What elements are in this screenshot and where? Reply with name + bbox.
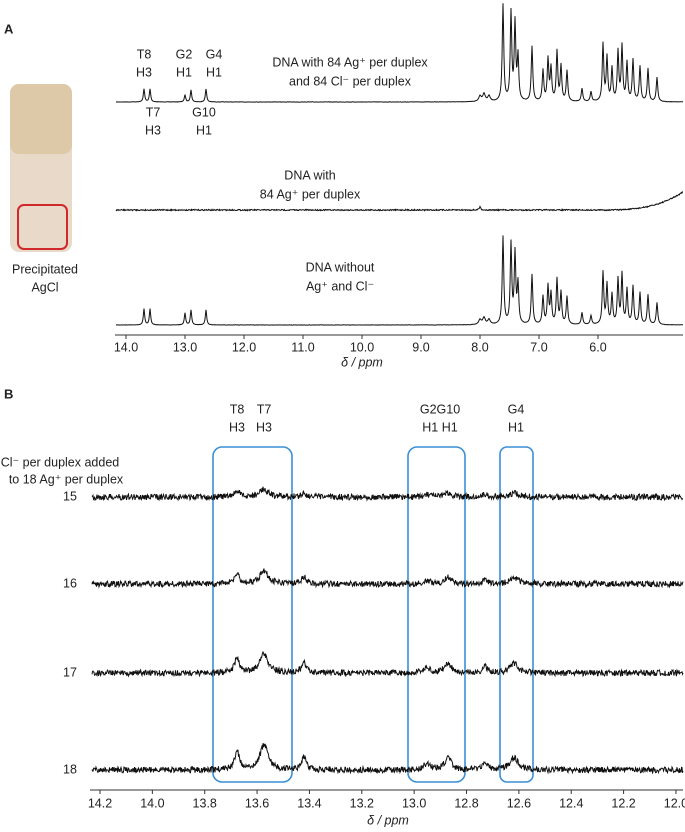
peak-label: H1 H1: [422, 420, 457, 434]
peak-label: H3: [256, 420, 272, 434]
panel-label: B: [4, 386, 13, 401]
peak-label: H3: [229, 420, 245, 434]
spectrum: [115, 3, 684, 103]
peak-label: G2G10: [420, 402, 460, 416]
peak-label: H3: [136, 65, 152, 79]
row-label: 16: [63, 576, 77, 590]
peak-label: H1: [508, 420, 524, 434]
spectrum-label: Ag⁺ and Cl⁻: [306, 279, 374, 293]
row-label: 18: [63, 762, 77, 776]
x-tick-label: 8.0: [471, 340, 488, 354]
spectrum: [115, 235, 683, 326]
panel-label: A: [4, 21, 14, 36]
x-tick-label: 12.2: [611, 796, 635, 810]
spectrum: [91, 742, 684, 775]
peak-label: H3: [145, 123, 161, 137]
axis-title: δ / ppm: [341, 355, 383, 369]
x-tick-label: 12.4: [559, 796, 583, 810]
x-tick-label: 13.2: [350, 796, 374, 810]
image-caption: Precipitated: [12, 262, 78, 276]
x-tick-label: 12.0: [664, 796, 685, 810]
x-tick-label: 13.0: [173, 340, 197, 354]
peak-box: [407, 446, 466, 783]
spectrum: [91, 568, 684, 589]
peak-label: T7: [146, 105, 161, 119]
row-label: 15: [63, 489, 77, 503]
x-tick-label: 11.0: [291, 340, 314, 354]
x-tick-label: 9.0: [412, 340, 429, 354]
peak-label: G2: [176, 47, 193, 61]
image-caption: AgCl: [31, 280, 58, 294]
x-tick-label: 12.6: [507, 796, 531, 810]
peak-label: H1: [196, 123, 212, 137]
x-tick-label: 13.8: [193, 796, 217, 810]
x-tick-label: 7.0: [530, 340, 547, 354]
spectrum-label: DNA with 84 Ag⁺ per duplex: [272, 55, 428, 69]
peak-label: H1: [176, 65, 192, 79]
x-tick-label: 13.0: [402, 796, 426, 810]
x-tick-label: 14.2: [88, 796, 112, 810]
spectrum: [115, 191, 684, 212]
spectrum-label: DNA without: [306, 260, 375, 274]
x-tick-label: 12.8: [454, 796, 478, 810]
row-title: Cl⁻ per duplex added: [1, 455, 120, 469]
spectrum-label: 84 Ag⁺ per duplex: [260, 187, 361, 201]
x-tick-label: 10.0: [350, 340, 374, 354]
row-title: to 18 Ag⁺ per duplex: [9, 472, 124, 486]
x-tick-label: 6.0: [589, 340, 606, 354]
spectrum: [91, 486, 684, 502]
x-tick-label: 12.0: [232, 340, 256, 354]
x-tick-label: 13.6: [245, 796, 269, 810]
peak-label: G4: [508, 402, 525, 416]
x-tick-label: 14.0: [140, 796, 164, 810]
spectrum-label: DNA with: [284, 168, 335, 182]
peak-label: T8: [230, 402, 245, 416]
tube-top: [10, 84, 72, 154]
row-label: 17: [63, 665, 77, 679]
peak-label: T7: [257, 402, 272, 416]
axis-title: δ / ppm: [367, 813, 409, 827]
peak-box: [499, 446, 534, 783]
peak-label: G10: [192, 105, 216, 119]
peak-label: H1: [206, 65, 222, 79]
spectrum: [91, 650, 684, 678]
x-tick-label: 14.0: [114, 340, 138, 354]
peak-label: T8: [137, 47, 152, 61]
spectrum-label: and 84 Cl⁻ per duplex: [289, 74, 412, 88]
peak-label: G4: [206, 47, 223, 61]
peak-box: [212, 446, 293, 783]
precipitate-highlight: [17, 204, 68, 250]
x-tick-label: 13.4: [297, 796, 321, 810]
